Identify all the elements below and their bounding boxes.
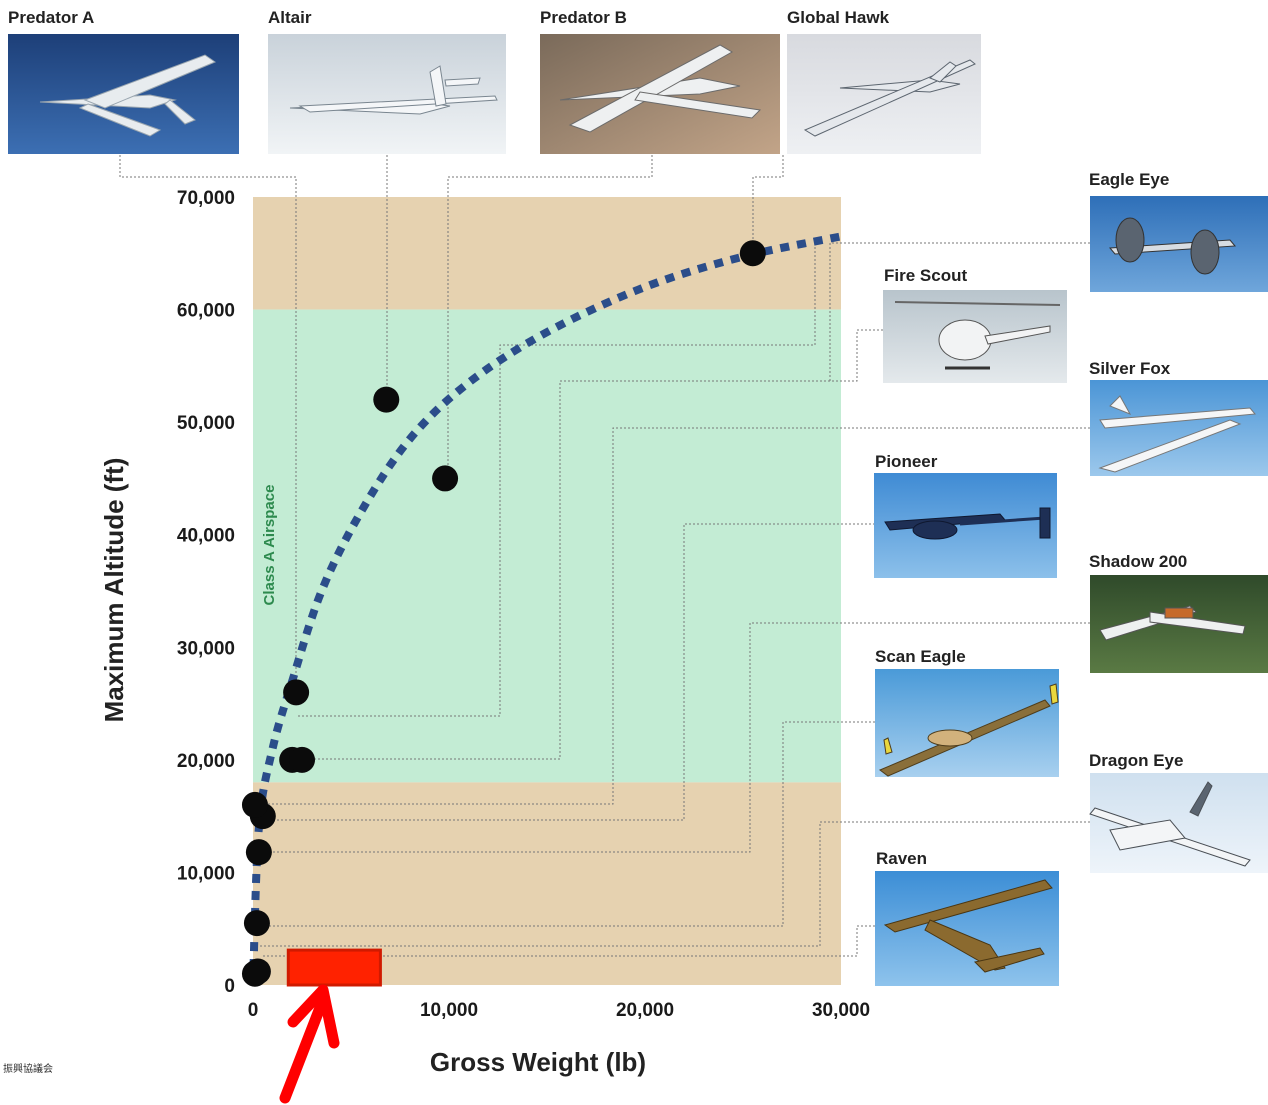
y-axis: 0 10,000 20,000 30,000 40,000 50,000 60,000 70,… — [177, 188, 235, 997]
data-point — [244, 958, 271, 985]
leader-line-shadow-inner — [300, 380, 830, 760]
data-point — [245, 839, 272, 866]
x-tick-label: 20,000 — [616, 1000, 674, 1021]
data-points — [241, 240, 766, 987]
leader-lines — [119, 155, 1090, 957]
uav-photo-fire-scout — [883, 290, 1067, 383]
uav-photo-global-hawk — [787, 34, 981, 154]
y-tick-label: 50,000 — [177, 413, 235, 434]
leader-line-fire-scout — [829, 243, 883, 382]
leader-line-silver-fox — [258, 427, 1090, 805]
leader-line-fire-scout-inner — [298, 243, 816, 717]
uav-name-predator-b: Predator B — [540, 8, 627, 27]
leader-line-scan-eagle — [256, 721, 875, 927]
leader-line-predator-a — [119, 155, 297, 694]
x-axis-title: Gross Weight (lb) — [430, 1047, 646, 1077]
leader-line-pioneer — [262, 523, 875, 821]
uav-photo-dragon-eye — [1089, 773, 1268, 873]
uav-name-altair: Altair — [268, 8, 312, 27]
uav-photo-altair — [268, 34, 506, 154]
uav-photo-eagle-eye — [1090, 196, 1268, 292]
uav-name-global-hawk: Global Hawk — [787, 8, 890, 27]
trend-curve — [249, 232, 842, 986]
leader-line-raven — [262, 925, 875, 957]
leader-line-dragon-eye — [258, 821, 1090, 947]
y-tick-label: 30,000 — [177, 638, 235, 659]
uav-name-predator-a: Predator A — [8, 8, 94, 27]
data-point — [283, 679, 310, 706]
pointer-arrow — [279, 984, 340, 1104]
data-point — [241, 791, 268, 818]
data-point — [243, 910, 270, 937]
data-point — [289, 746, 315, 773]
data-point — [739, 240, 766, 267]
uav-name-fire-scout: Fire Scout — [884, 266, 967, 285]
uav-name-shadow-200: Shadow 200 — [1089, 552, 1187, 571]
uav-name-pioneer: Pioneer — [875, 452, 938, 471]
data-point — [373, 386, 400, 413]
y-tick-label: 70,000 — [177, 188, 235, 209]
uav-photo-silver-fox — [1090, 380, 1268, 476]
uav-photo-pioneer — [874, 473, 1057, 578]
y-tick-label: 0 — [224, 976, 235, 997]
y-tick-label: 40,000 — [177, 526, 235, 547]
y-tick-label: 10,000 — [177, 863, 235, 884]
uav-photo-shadow-200 — [1090, 575, 1268, 673]
airspace-zones — [253, 197, 841, 985]
uav-name-eagle-eye: Eagle Eye — [1089, 170, 1169, 189]
leader-line-shadow-200 — [258, 622, 1090, 853]
class-a-airspace-label: Class A Airspace — [261, 485, 278, 606]
uav-photo-predator-b — [540, 34, 780, 154]
x-tick-label: 30,000 — [812, 1000, 870, 1021]
x-tick-label: 10,000 — [420, 1000, 478, 1021]
uav-name-scan-eagle: Scan Eagle — [875, 647, 966, 666]
highlight-box — [286, 948, 382, 987]
uav-name-raven: Raven — [876, 849, 927, 868]
y-axis-title: Maximum Altitude (ft) — [99, 458, 129, 723]
uav-name-silver-fox: Silver Fox — [1089, 359, 1171, 378]
x-tick-label: 0 — [248, 1000, 259, 1021]
uav-photo-scan-eagle — [875, 669, 1059, 777]
x-axis: 0 10,000 20,000 30,000 — [248, 1000, 870, 1021]
y-tick-label: 60,000 — [177, 301, 235, 322]
uav-photo-raven — [875, 871, 1059, 986]
uav-photo-predator-a — [8, 34, 239, 154]
leader-line-predator-b — [447, 155, 653, 479]
y-tick-label: 20,000 — [177, 751, 235, 772]
source-text: 振興協議会 — [3, 1062, 53, 1075]
data-point — [432, 465, 459, 492]
leader-line-global-hawk — [752, 155, 784, 252]
uav-name-dragon-eye: Dragon Eye — [1089, 751, 1183, 770]
zone-band-1 — [253, 309, 841, 783]
